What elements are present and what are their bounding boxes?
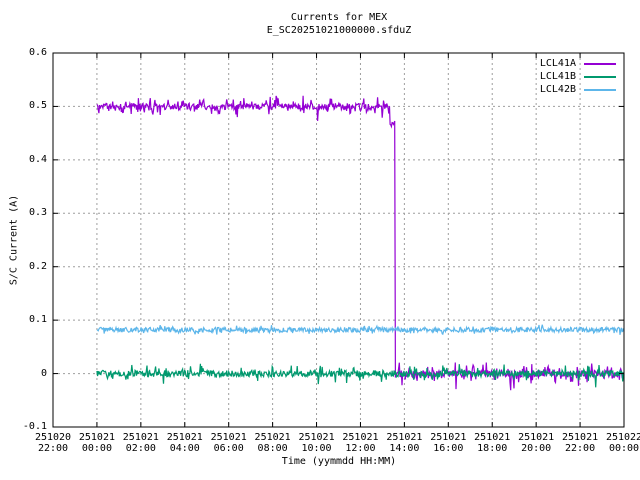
- legend-swatch: [584, 88, 616, 91]
- x-tick-time: 22:00: [565, 443, 596, 454]
- x-tick-time: 22:00: [37, 443, 69, 454]
- plot-border: [52, 52, 625, 428]
- x-tick-time: 00:00: [81, 443, 112, 454]
- x-tick-label: 251021 18:00: [468, 432, 516, 454]
- x-tick-time: 10:00: [301, 443, 332, 454]
- legend-row: LCL41B: [514, 70, 616, 83]
- x-axis-label: Time (yymmdd HH:MM): [281, 456, 397, 467]
- x-tick-label: 251021 14:00: [380, 432, 428, 454]
- legend: LCL41A LCL41B LCL42B: [514, 57, 616, 96]
- y-tick-label: 0.5: [28, 100, 47, 112]
- x-tick-label: 251021 08:00: [249, 432, 297, 454]
- x-tick-date: 251021: [430, 432, 467, 443]
- x-tick-label: 251021 20:00: [512, 432, 560, 454]
- x-tick-time: 20:00: [521, 443, 552, 454]
- legend-label: LCL41A: [539, 58, 576, 69]
- x-tick-label: 251021 10:00: [293, 432, 341, 454]
- x-tick-date: 251021: [298, 432, 335, 443]
- y-tick-label: 0: [40, 367, 47, 379]
- legend-swatch: [584, 62, 616, 65]
- x-tick-time: 14:00: [389, 443, 420, 454]
- y-tick-label: 0.4: [28, 153, 47, 165]
- x-tick-date: 251021: [518, 432, 555, 443]
- chart-title: Currents for MEX: [290, 12, 388, 23]
- y-tick-label: 0.6: [28, 47, 47, 58]
- y-tick-label: 0.2: [28, 260, 47, 272]
- x-tick-date: 251021: [474, 432, 511, 443]
- x-tick-label: 251021 00:00: [73, 432, 121, 454]
- legend-label: LCL41B: [539, 71, 576, 82]
- x-tick-label: 251021 12:00: [336, 432, 384, 454]
- legend-row: LCL41A: [514, 57, 616, 70]
- x-tick-label: 251021 16:00: [424, 432, 472, 454]
- x-tick-label: 251021 06:00: [205, 432, 253, 454]
- x-tick-time: 18:00: [477, 443, 508, 454]
- x-tick-date: 251021: [254, 432, 291, 443]
- chart-subtitle: E_SC20251021000000.sfduZ: [266, 25, 412, 36]
- y-tick-label: 0.3: [28, 207, 47, 219]
- series-line-LCL42B: [96, 324, 624, 336]
- x-tick-date: 251022: [605, 432, 640, 443]
- x-tick-date: 251021: [78, 432, 115, 443]
- x-tick-date: 251021: [562, 432, 599, 443]
- x-tick-date: 251021: [342, 432, 379, 443]
- x-tick-time: 06:00: [213, 443, 244, 454]
- x-tick-date: 251021: [210, 432, 247, 443]
- x-tick-date: 251020: [34, 432, 72, 443]
- legend-row: LCL42B: [514, 83, 616, 96]
- x-tick-label: 251021 22:00: [556, 432, 604, 454]
- x-tick-time: 16:00: [433, 443, 464, 454]
- x-tick-date: 251021: [166, 432, 203, 443]
- x-tick-time: 04:00: [169, 443, 200, 454]
- x-tick-label: 251021 02:00: [117, 432, 165, 454]
- y-tick-label: 0.1: [28, 314, 47, 326]
- x-tick-time: 08:00: [257, 443, 288, 454]
- x-tick-date: 251021: [386, 432, 423, 443]
- x-tick-time: 02:00: [125, 443, 156, 454]
- series-line-LCL41B: [96, 363, 624, 388]
- legend-label: LCL42B: [539, 84, 576, 95]
- x-tick-time: 00:00: [608, 443, 640, 454]
- y-tick-label: -0.1: [22, 421, 47, 432]
- x-tick-label: 251020 22:00: [29, 432, 77, 454]
- x-tick-time: 12:00: [345, 443, 376, 454]
- x-tick-label: 251021 04:00: [161, 432, 209, 454]
- x-tick-date: 251021: [122, 432, 159, 443]
- x-tick-label: 251022 00:00: [600, 432, 640, 454]
- legend-swatch: [584, 75, 616, 78]
